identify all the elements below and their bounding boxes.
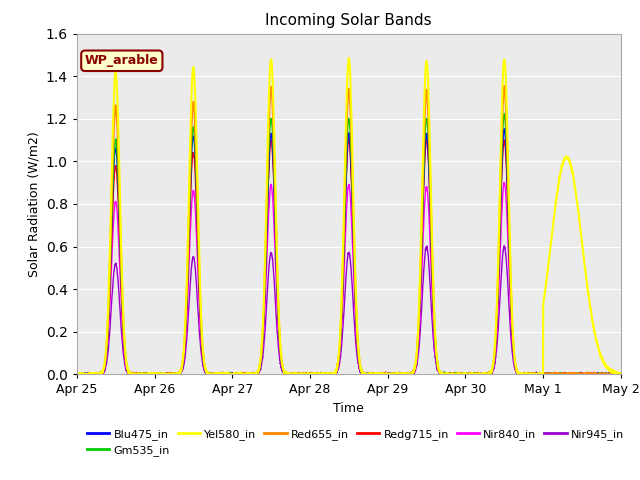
Text: WP_arable: WP_arable xyxy=(85,54,159,67)
Title: Incoming Solar Bands: Incoming Solar Bands xyxy=(266,13,432,28)
Legend: Blu475_in, Gm535_in, Yel580_in, Red655_in, Redg715_in, Nir840_in, Nir945_in: Blu475_in, Gm535_in, Yel580_in, Red655_i… xyxy=(83,424,628,460)
X-axis label: Time: Time xyxy=(333,402,364,415)
Y-axis label: Solar Radiation (W/m2): Solar Radiation (W/m2) xyxy=(27,131,40,277)
